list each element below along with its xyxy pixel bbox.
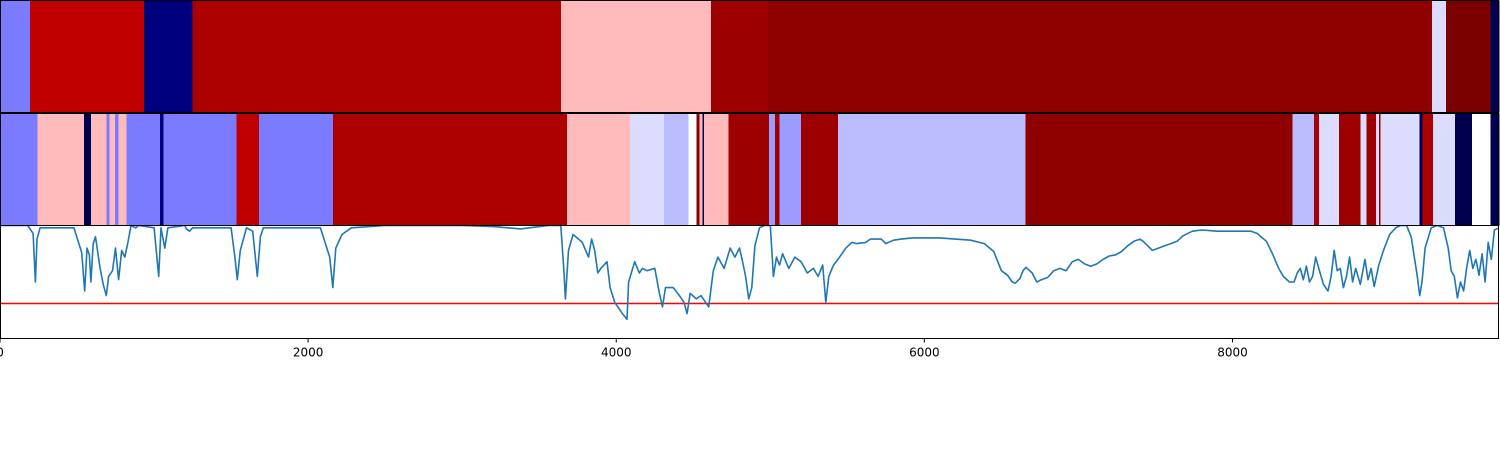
- heatmap-cell: [704, 113, 730, 226]
- heatmap-cell: [1422, 113, 1434, 226]
- heatmap-cell: [126, 113, 161, 226]
- heatmap-cell: [663, 113, 690, 226]
- heatmap-cell: [699, 113, 703, 226]
- heatmap-cell: [192, 0, 562, 113]
- heatmap-cell: [109, 113, 116, 226]
- heatmap-cell: [0, 0, 31, 113]
- heatmap-cell: [1378, 113, 1381, 226]
- heatmap-cell: [144, 0, 193, 113]
- heatmap-cell: [163, 113, 237, 226]
- heatmap-cell: [1455, 113, 1473, 226]
- x-tick-label: 2000: [293, 346, 324, 360]
- heatmap-cell: [83, 113, 92, 226]
- x-tick-label: 6000: [909, 346, 940, 360]
- data-line: [0, 225, 1499, 321]
- heatmap-cell: [118, 113, 127, 226]
- heatmap-cell: [566, 113, 631, 226]
- heatmap-cell: [90, 113, 107, 226]
- heatmap-cell: [710, 0, 769, 113]
- heatmap-track-1: [0, 0, 1500, 113]
- x-tick-label: 4000: [601, 346, 632, 360]
- heatmap-cell: [1318, 113, 1340, 226]
- heatmap-cell: [696, 113, 700, 226]
- heatmap-cell: [768, 113, 776, 226]
- heatmap-cell: [1419, 113, 1424, 226]
- heatmap-cell: [1292, 113, 1315, 226]
- heatmap-cell: [560, 0, 712, 113]
- heatmap-cell: [1445, 0, 1491, 113]
- heatmap-cell: [779, 113, 802, 226]
- x-tick-label: 0: [0, 346, 4, 360]
- heatmap-cell: [1380, 113, 1421, 226]
- heatmap-cell: [258, 113, 334, 226]
- heatmap-cell: [1431, 0, 1447, 113]
- heatmap-track-2: [0, 113, 1500, 226]
- heatmap-cell: [1490, 113, 1500, 226]
- heatmap-cell: [1338, 113, 1361, 226]
- heatmap-cell: [767, 0, 1433, 113]
- heatmap-cell: [106, 113, 110, 226]
- heatmap-cell: [0, 113, 39, 226]
- heatmap-cell: [1472, 113, 1491, 226]
- heatmap-cell: [630, 113, 665, 226]
- panel-frame: [0, 225, 1499, 339]
- heatmap-cell: [160, 113, 164, 226]
- heatmap-cell: [1366, 113, 1377, 226]
- heatmap-cell: [114, 113, 120, 226]
- heatmap-cell: [688, 113, 697, 226]
- heatmap-cell: [702, 113, 705, 226]
- panel-frame: [0, 0, 1499, 113]
- heatmap-cell: [801, 113, 839, 226]
- heatmap-cell: [1360, 113, 1367, 226]
- heatmap-cell: [30, 0, 145, 113]
- line-panel: [0, 225, 1499, 339]
- heatmap-cell: [1025, 113, 1293, 226]
- heatmap-cell: [838, 113, 1026, 226]
- heatmap-cell: [728, 113, 770, 226]
- x-tick-label: 8000: [1217, 346, 1248, 360]
- heatmap-cell: [1375, 113, 1380, 226]
- heatmap-cell: [774, 113, 780, 226]
- heatmap-cell: [1314, 113, 1320, 226]
- x-axis: 0 2000 4000 6000 8000: [0, 338, 1248, 360]
- heatmap-cell: [236, 113, 260, 226]
- heatmap-cell: [37, 113, 85, 226]
- heatmap-cell: [1490, 0, 1500, 113]
- plot-background: [0, 225, 1499, 339]
- heatmap-cell: [1432, 113, 1456, 226]
- heatmap-cell: [332, 113, 568, 226]
